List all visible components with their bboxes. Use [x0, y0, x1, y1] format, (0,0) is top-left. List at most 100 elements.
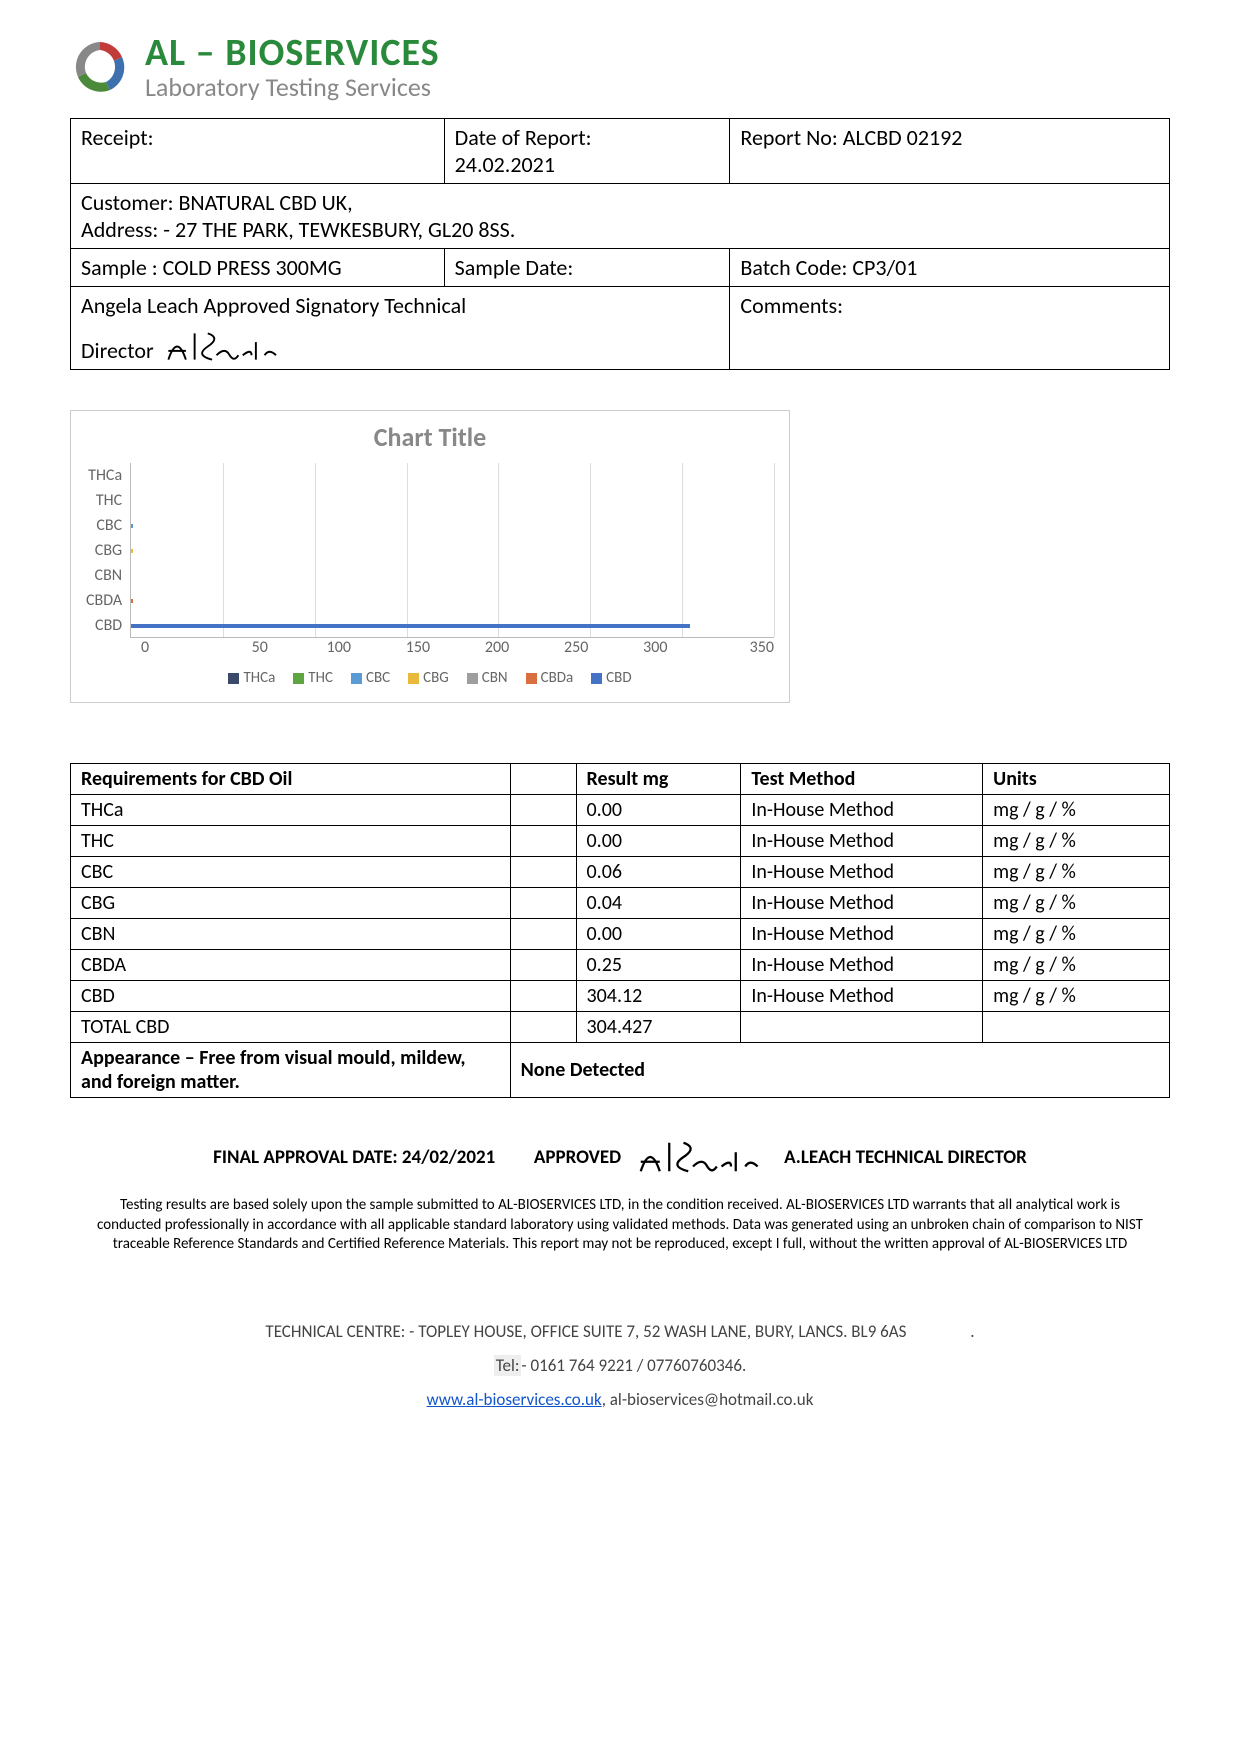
results-header-cell: Requirements for CBD Oil [71, 764, 511, 795]
results-cell: In-House Method [741, 950, 983, 981]
legend-label: CBDa [541, 669, 574, 687]
results-cell: CBG [71, 888, 511, 919]
results-cell [741, 1012, 983, 1043]
table-row: CBDA0.25In-House Methodmg / g / % [71, 950, 1170, 981]
table-row: CBC0.06In-House Methodmg / g / % [71, 857, 1170, 888]
results-cell: mg / g / % [983, 919, 1170, 950]
y-axis-label: THCa [88, 466, 122, 485]
results-cell: In-House Method [741, 981, 983, 1012]
legend-swatch [351, 673, 362, 684]
cannabinoid-chart: Chart Title THCa THC CBC CBG CBN CBDA CBD 0501… [70, 410, 790, 703]
signature-icon [164, 329, 287, 364]
chart-bar [131, 624, 690, 628]
batch-code-cell: Batch Code: CP3/01 [730, 249, 1170, 287]
legend-label: CBC [366, 669, 390, 687]
results-cell: In-House Method [741, 857, 983, 888]
legend-item: CBD [591, 669, 631, 687]
sample-cell: Sample : COLD PRESS 300MG [71, 249, 445, 287]
results-cell: mg / g / % [983, 981, 1170, 1012]
legend-item: CBC [351, 669, 390, 687]
approval-date: FINAL APPROVAL DATE: 24/02/2021 [213, 1146, 495, 1169]
results-cell [983, 1012, 1170, 1043]
legend-item: CBG [408, 669, 449, 687]
y-axis-label: CBDA [86, 591, 122, 610]
customer-name: Customer: BNATURAL CBD UK, [81, 189, 353, 216]
footer-contact: www.al-bioservices.co.uk, al-bioservices… [70, 1383, 1170, 1417]
results-cell: TOTAL CBD [71, 1012, 511, 1043]
report-info-table: Receipt: Date of Report: 24.02.2021 Repo… [70, 118, 1170, 370]
disclaimer-text: Testing results are based solely upon th… [90, 1196, 1150, 1255]
tel-label: Tel: [494, 1355, 522, 1376]
legend-item: CBDa [526, 669, 574, 687]
footer-email: , al-bioservices@hotmail.co.uk [602, 1389, 814, 1410]
legend-label: CBD [606, 669, 631, 687]
legend-label: THCa [243, 669, 275, 687]
footer-tel: Tel:- 0161 764 9221 / 07760760346. [70, 1349, 1170, 1383]
date-value: 24.02.2021 [455, 151, 555, 178]
results-cell: mg / g / % [983, 950, 1170, 981]
y-axis-label: CBG [95, 541, 122, 560]
x-axis-label: 50 [220, 638, 299, 657]
results-table: Requirements for CBD OilResult mgTest Me… [70, 763, 1170, 1098]
results-header-cell: Units [983, 764, 1170, 795]
chart-plot-area [130, 463, 774, 638]
y-axis-label: CBD [95, 616, 122, 635]
x-axis-label: 100 [299, 638, 378, 657]
results-cell: In-House Method [741, 919, 983, 950]
results-cell: 304.12 [576, 981, 741, 1012]
appearance-label-cell: Appearance – Free from visual mould, mil… [71, 1043, 511, 1098]
results-cell: In-House Method [741, 826, 983, 857]
chart-title: Chart Title [86, 421, 774, 453]
gridline [590, 463, 591, 637]
website-link[interactable]: www.al-bioservices.co.uk [427, 1389, 602, 1410]
results-cell: 304.427 [576, 1012, 741, 1043]
results-cell: mg / g / % [983, 857, 1170, 888]
x-axis-label: 0 [141, 638, 220, 657]
x-axis-label: 300 [616, 638, 695, 657]
chart-y-axis: THCaTHCCBCCBGCBNCBDACBD [86, 463, 130, 638]
report-page: AL – BIOSERVICES Laboratory Testing Serv… [0, 0, 1240, 1447]
chart-bar [131, 524, 133, 528]
company-name: AL – BIOSERVICES [145, 30, 440, 76]
footer-address: TECHNICAL CENTRE: - TOPLEY HOUSE, OFFICE… [70, 1315, 1170, 1349]
legend-item: CBN [467, 669, 508, 687]
legend-label: CBG [423, 669, 449, 687]
approval-signature-icon [636, 1138, 769, 1176]
signatory-title: Angela Leach Approved Signatory Technica… [81, 292, 466, 319]
company-text-block: AL – BIOSERVICES Laboratory Testing Serv… [145, 30, 440, 103]
legend-swatch [591, 673, 602, 684]
gridline [315, 463, 316, 637]
results-cell [510, 826, 576, 857]
y-axis-label: THC [96, 491, 122, 510]
results-cell: CBD [71, 981, 511, 1012]
footer-address-text: TECHNICAL CENTRE: - TOPLEY HOUSE, OFFICE… [265, 1321, 906, 1342]
results-cell: In-House Method [741, 795, 983, 826]
results-cell [510, 981, 576, 1012]
tel-number: - 0161 764 9221 / 07760760346. [521, 1355, 746, 1376]
results-cell [510, 795, 576, 826]
customer-cell: Customer: BNATURAL CBD UK, Address: - 27… [71, 184, 1170, 249]
results-cell: 0.06 [576, 857, 741, 888]
results-cell: In-House Method [741, 888, 983, 919]
chart-body: THCaTHCCBCCBGCBNCBDACBD [86, 463, 774, 638]
gridline [682, 463, 683, 637]
chart-bar [131, 599, 133, 603]
legend-item: THC [293, 669, 333, 687]
customer-address: Address: - 27 THE PARK, TEWKESBURY, GL20… [81, 216, 515, 243]
table-row: CBN0.00In-House Methodmg / g / % [71, 919, 1170, 950]
results-header-row: Requirements for CBD OilResult mgTest Me… [71, 764, 1170, 795]
results-cell [510, 888, 576, 919]
gridline [498, 463, 499, 637]
legend-swatch [228, 673, 239, 684]
results-cell: 0.04 [576, 888, 741, 919]
table-row: THCa0.00In-House Methodmg / g / % [71, 795, 1170, 826]
signatory-role: Director [81, 337, 154, 364]
results-header-cell: Test Method [741, 764, 983, 795]
results-header-cell [510, 764, 576, 795]
approved-label: APPROVED [534, 1146, 621, 1169]
gridline [774, 463, 775, 637]
legend-swatch [526, 673, 537, 684]
results-cell [510, 919, 576, 950]
results-cell: mg / g / % [983, 888, 1170, 919]
report-date-cell: Date of Report: 24.02.2021 [444, 119, 730, 184]
